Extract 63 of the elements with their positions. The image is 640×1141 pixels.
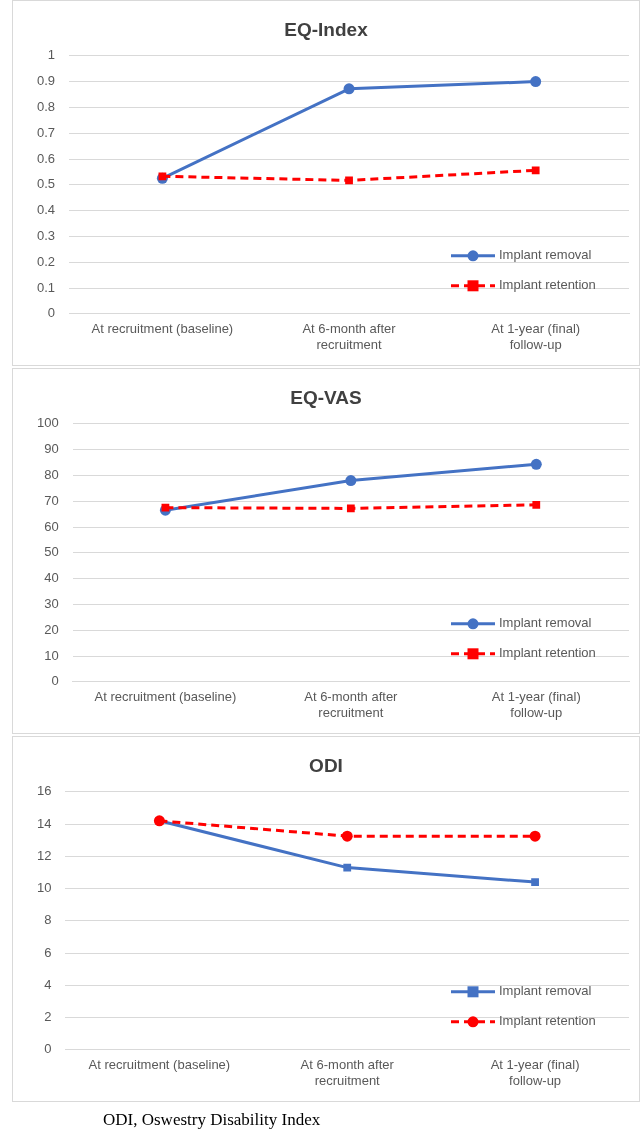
y-tick-label: 30 bbox=[44, 595, 59, 611]
y-tick-label: 0.4 bbox=[36, 202, 56, 218]
y-tick-label: 10 bbox=[36, 880, 52, 896]
y-tick-label: 0 bbox=[47, 305, 56, 321]
point bbox=[341, 830, 353, 842]
legend-label: Implant retention bbox=[499, 1013, 596, 1029]
chart-title: EQ-Index bbox=[284, 18, 369, 40]
y-tick-label: 20 bbox=[44, 621, 59, 637]
y-tick-label: 40 bbox=[44, 570, 59, 586]
x-tick-label: At recruitment (baseline) bbox=[91, 321, 234, 337]
y-tick-label: 8 bbox=[44, 912, 52, 928]
chart-title: ODI bbox=[309, 754, 343, 776]
point bbox=[345, 475, 357, 487]
y-tick-label: 50 bbox=[44, 544, 59, 560]
y-tick-label: 0.8 bbox=[36, 98, 56, 114]
point bbox=[531, 166, 540, 175]
x-tick-label: At 6-month after recruitment bbox=[304, 689, 399, 720]
legend-label: Implant removal bbox=[499, 247, 592, 263]
y-tick-label: 0.7 bbox=[36, 124, 56, 140]
point bbox=[532, 500, 541, 509]
x-tick-label: At 6-month after recruitment bbox=[300, 1057, 395, 1088]
x-tick-label: At 1-year (final) follow-up bbox=[491, 321, 581, 352]
y-tick-label: 12 bbox=[36, 847, 52, 863]
point bbox=[530, 458, 542, 470]
x-tick-label: At 6-month after recruitment bbox=[302, 321, 397, 352]
y-tick-label: 70 bbox=[44, 492, 59, 508]
y-tick-label: 6 bbox=[44, 944, 52, 960]
y-tick-label: 16 bbox=[36, 783, 52, 799]
x-tick-label: At recruitment (baseline) bbox=[94, 689, 237, 705]
point bbox=[161, 503, 170, 512]
y-tick-label: 2 bbox=[44, 1009, 52, 1025]
y-tick-label: 0.2 bbox=[36, 253, 56, 269]
y-tick-label: 1 bbox=[47, 47, 56, 63]
text: ODI, Oswestry Disability Index bbox=[103, 1110, 322, 1130]
x-tick-label: At 1-year (final) follow-up bbox=[490, 1057, 580, 1088]
y-tick-label: 0 bbox=[51, 673, 59, 689]
legend-label: Implant retention bbox=[499, 277, 596, 293]
x-tick-label: At recruitment (baseline) bbox=[88, 1057, 231, 1073]
point bbox=[530, 76, 542, 88]
y-tick-label: 10 bbox=[44, 647, 59, 663]
y-tick-label: 100 bbox=[36, 415, 59, 431]
legend-label: Implant removal bbox=[499, 983, 592, 999]
point bbox=[531, 878, 539, 886]
y-tick-label: 4 bbox=[44, 976, 52, 992]
legend-label: Implant removal bbox=[499, 615, 592, 631]
y-tick-label: 0.5 bbox=[36, 176, 56, 192]
point bbox=[345, 176, 353, 185]
y-tick-label: 0.3 bbox=[36, 227, 56, 243]
chart-title: EQ-VAS bbox=[290, 386, 362, 408]
point bbox=[343, 83, 355, 95]
legend-label: Implant retention bbox=[499, 645, 596, 661]
y-tick-label: 14 bbox=[36, 815, 52, 831]
y-tick-label: 90 bbox=[44, 441, 59, 457]
y-tick-label: 0 bbox=[44, 1041, 52, 1057]
y-tick-label: 0.1 bbox=[36, 279, 56, 295]
point bbox=[346, 504, 355, 513]
point bbox=[343, 863, 352, 872]
x-tick-label: At 1-year (final) follow-up bbox=[491, 689, 581, 720]
y-tick-label: 0.6 bbox=[36, 150, 56, 166]
point bbox=[529, 830, 541, 842]
y-tick-label: 80 bbox=[44, 466, 59, 482]
y-tick-label: 0.9 bbox=[36, 73, 56, 89]
y-tick-label: 60 bbox=[44, 518, 59, 534]
